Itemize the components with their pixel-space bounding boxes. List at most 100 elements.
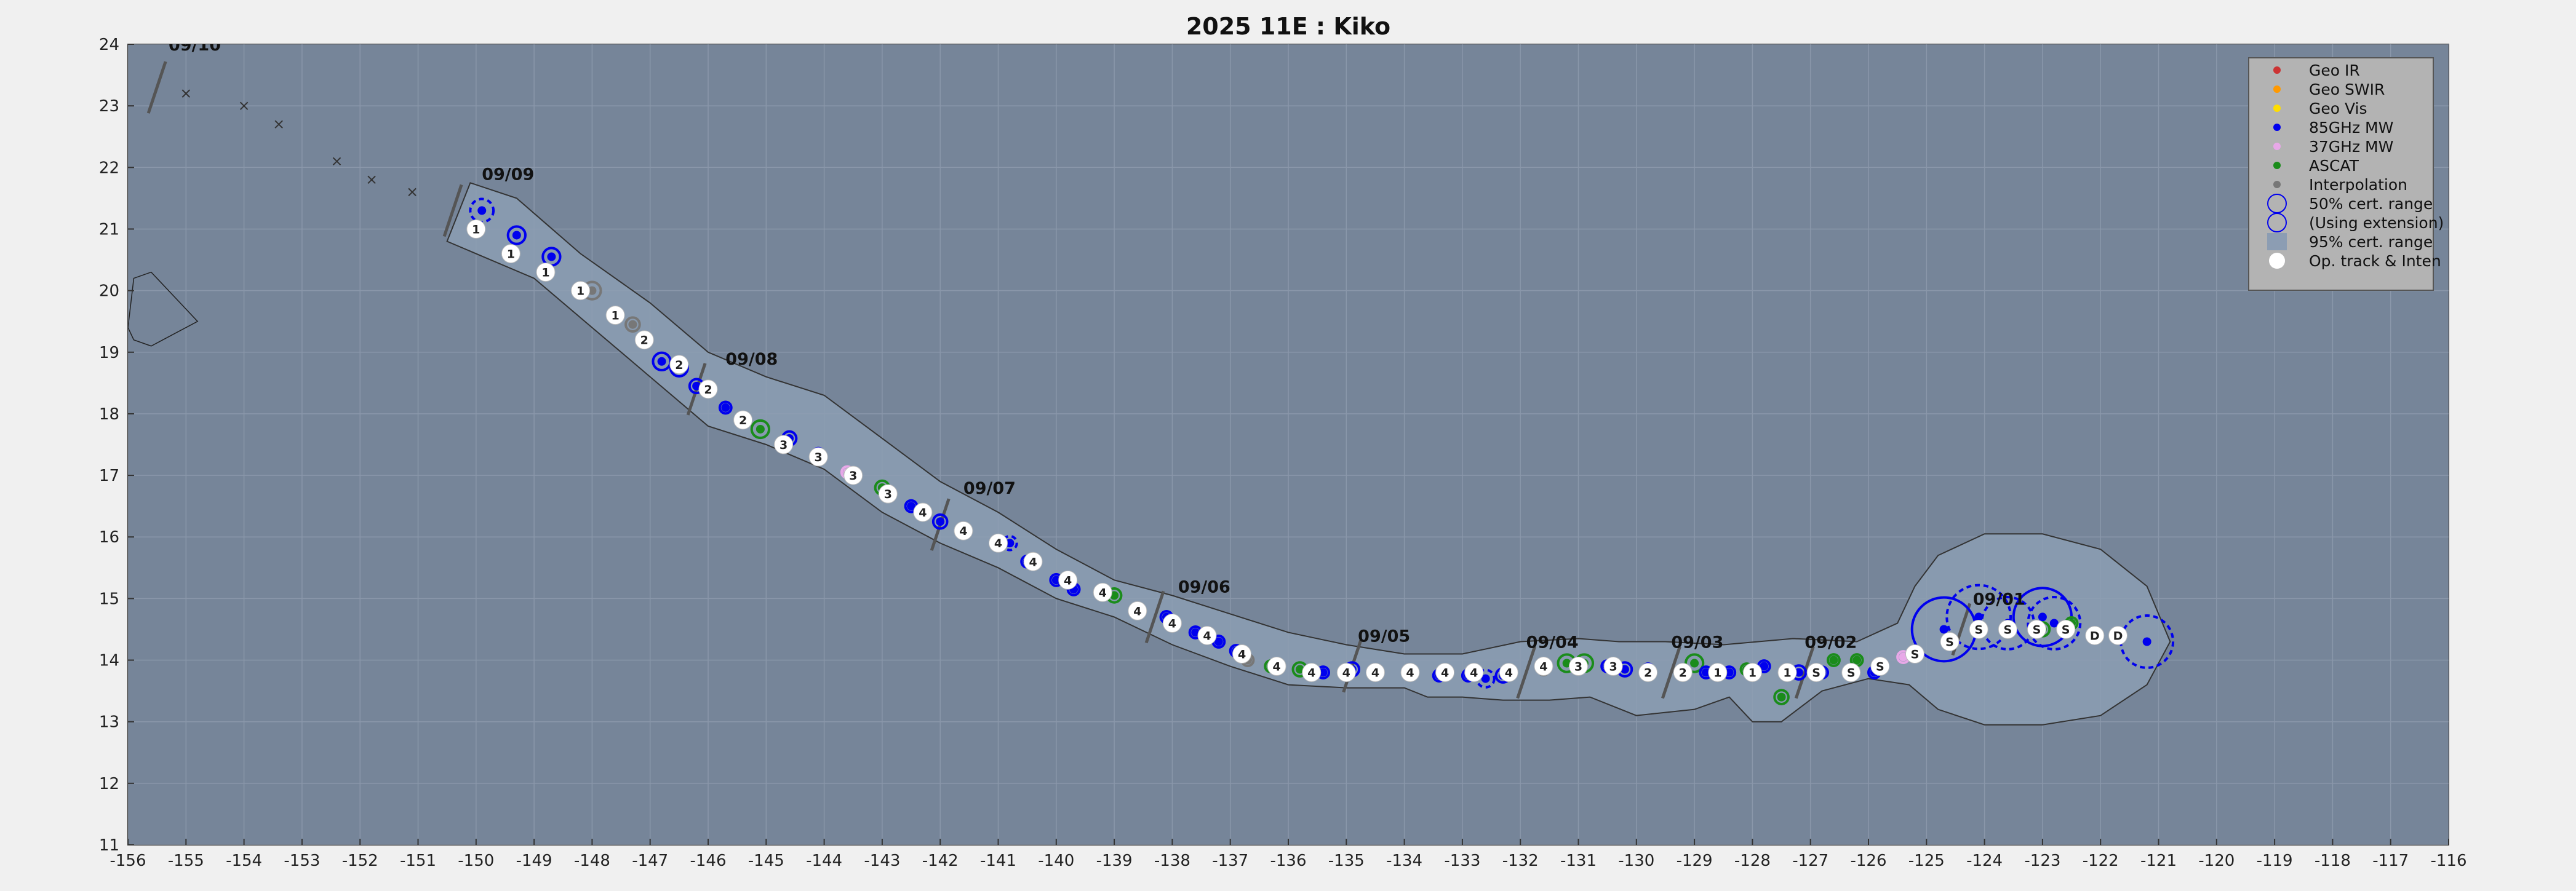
op-track-point: [634, 330, 654, 350]
op-track-point: [1400, 663, 1420, 683]
op-intensity-label: S: [2033, 623, 2041, 636]
x-tick-label: -118: [2315, 852, 2351, 870]
op-intensity-label: D: [2090, 629, 2100, 643]
op-track-point: [1534, 657, 1553, 676]
fix-mw85: [1945, 584, 2012, 651]
op-intensity-label: 4: [1203, 629, 1211, 643]
op-intensity-label: S: [1812, 667, 1820, 680]
op-track-point: [1569, 657, 1588, 676]
op-intensity-label: 4: [1029, 555, 1037, 569]
legend-entry: ASCAT: [2309, 157, 2359, 175]
date-label: 09/07: [963, 479, 1016, 498]
y-tick-label: 17: [99, 467, 119, 485]
day-tick: [146, 61, 167, 114]
x-tick-label: -116: [2430, 852, 2466, 870]
op-track-point: [1969, 619, 1988, 639]
op-track-point: [571, 281, 591, 301]
fix-center-ascat: [1829, 655, 1838, 665]
fix-center-mw85: [936, 517, 945, 526]
fix-interp: [624, 316, 641, 333]
op-intensity-label: 2: [704, 383, 712, 397]
fix-ascat: [1684, 653, 1705, 673]
op-intensity-label: 1: [1783, 667, 1791, 680]
fix-center-mw85: [1794, 668, 1803, 677]
op-intensity-label: S: [1945, 635, 1954, 649]
track-x-marker: [367, 175, 376, 184]
op-track-point: [2027, 619, 2046, 639]
x-tick-label: -137: [1212, 852, 1248, 870]
x-tick-label: -119: [2257, 852, 2293, 870]
op-track-point: [1742, 663, 1762, 683]
x-tick-label: -151: [400, 852, 436, 870]
legend-entry: Geo SWIR: [2309, 81, 2385, 98]
op-track-point: [466, 219, 486, 239]
op-track-point: [1232, 644, 1252, 664]
op-track-point: [733, 410, 753, 430]
legend-swatch: [2267, 213, 2287, 232]
x-tick-label: -148: [574, 852, 610, 870]
legend-swatch: [2273, 162, 2281, 169]
track-x-marker: [239, 101, 249, 110]
fix-mw85: [718, 400, 733, 415]
x-tick-label: -128: [1734, 852, 1771, 870]
x-tick-label: -117: [2372, 852, 2409, 870]
op-intensity-label: 4: [1099, 586, 1107, 600]
legend-swatch: [2273, 66, 2281, 74]
op-track-point: [2085, 625, 2105, 645]
date-label: 09/02: [1804, 633, 1857, 652]
x-tick-label: -136: [1270, 852, 1306, 870]
op-intensity-label: 1: [1713, 667, 1721, 680]
op-track-point: [954, 521, 973, 541]
fix-center-mw85: [1214, 637, 1223, 646]
legend-entry: (Using extension): [2309, 214, 2444, 232]
fix-center-mw85: [512, 231, 521, 240]
track-x-marker: [332, 157, 341, 165]
date-label: 09/08: [725, 350, 778, 369]
legend-entry: 50% cert. range: [2309, 195, 2433, 213]
op-track-point: [698, 379, 718, 399]
op-intensity-label: 2: [1644, 667, 1652, 680]
fix-center-mw85: [547, 252, 556, 261]
op-intensity-label: 4: [1371, 667, 1379, 680]
fix-center-mw85: [907, 502, 916, 511]
x-tick-label: -126: [1850, 852, 1886, 870]
op-intensity-label: D: [2113, 629, 2123, 643]
fix-center-mw85: [2049, 619, 2059, 628]
op-track-point: [1302, 663, 1322, 683]
x-tick-label: -152: [342, 852, 378, 870]
x-tick-label: -134: [1386, 852, 1422, 870]
op-track-point: [1435, 663, 1455, 683]
op-intensity-label: 1: [576, 285, 584, 298]
fix-mw85: [506, 225, 527, 245]
op-intensity-label: 4: [1273, 660, 1281, 674]
x-tick-label: -146: [690, 852, 726, 870]
day-tick: [1516, 646, 1537, 699]
date-label: 09/03: [1671, 633, 1723, 652]
op-track-point: [1905, 644, 1924, 664]
op-intensity-label: 2: [739, 414, 747, 427]
y-tick-label: 14: [99, 652, 119, 670]
legend-swatch: [2267, 233, 2287, 250]
op-intensity-label: 3: [884, 488, 892, 501]
op-track-point: [878, 484, 898, 504]
legend-entry: Geo Vis: [2309, 100, 2367, 117]
op-track-point: [1940, 632, 1960, 651]
y-tick-label: 22: [99, 159, 119, 177]
legend-swatch: [2273, 85, 2281, 93]
x-tick-label: -124: [1966, 852, 2003, 870]
x-tick-label: -140: [1038, 852, 1074, 870]
x-tick-label: -141: [980, 852, 1016, 870]
op-track-point: [1638, 663, 1658, 683]
fix-center-mw85: [2038, 612, 2047, 622]
fix-center-ascat: [1777, 692, 1786, 702]
op-intensity-label: 2: [640, 334, 648, 347]
op-track-point: [1673, 663, 1693, 683]
op-track-point: [501, 244, 520, 264]
track-x-marker: [408, 188, 417, 197]
op-intensity-label: 4: [919, 506, 927, 520]
fix-center-mw85: [1051, 576, 1061, 585]
x-tick-label: -135: [1328, 852, 1365, 870]
op-track-point: [1870, 657, 1890, 676]
